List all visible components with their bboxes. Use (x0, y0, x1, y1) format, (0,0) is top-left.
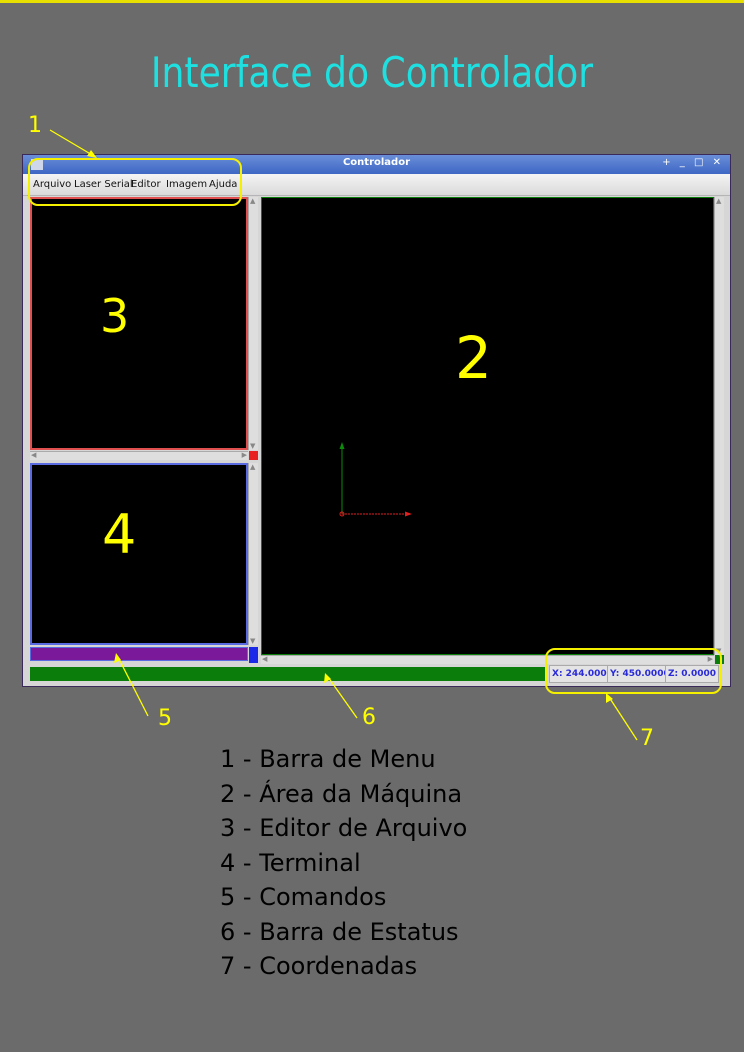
editor-vscrollbar[interactable]: ▲ ▼ (248, 197, 258, 450)
menu-editor[interactable]: Editor (131, 179, 161, 190)
legend-item: 1 - Barra de Menu (220, 745, 436, 773)
menu-highlight (28, 158, 242, 206)
editor-number-label: 3 (100, 289, 130, 343)
window-title: Controlador (342, 157, 411, 168)
page-title: Interface do Controlador (150, 48, 594, 97)
coordinates-highlight (545, 648, 722, 694)
top-accent-line (0, 0, 744, 3)
legend-item: 7 - Coordenadas (220, 952, 418, 980)
legend: 1 - Barra de Menu 2 - Área da Máquina 3 … (220, 742, 467, 984)
legend-item: 2 - Área da Máquina (220, 779, 463, 808)
window-controls[interactable]: + _ □ ✕ (662, 157, 724, 168)
editor-corner-marker (249, 451, 258, 460)
terminal-number-label: 4 (102, 503, 137, 566)
legend-item: 5 - Comandos (220, 883, 387, 911)
command-input[interactable] (30, 647, 248, 661)
machine-number-label: 2 (455, 324, 492, 392)
menu-arquivo[interactable]: Arquivo (33, 179, 72, 190)
editor-hscrollbar[interactable]: ◀ ▶ (30, 451, 248, 460)
callout-5: 5 (158, 706, 172, 731)
machine-area[interactable]: 2 (261, 197, 714, 655)
machine-hscrollbar[interactable]: ◀ ▶ (261, 655, 714, 664)
terminal-vscrollbar[interactable]: ▲ ▼ (248, 463, 258, 645)
command-send-button[interactable] (249, 647, 258, 663)
menu-imagem[interactable]: Imagem (166, 179, 208, 190)
machine-vscrollbar[interactable]: ▲ ▼ (714, 197, 724, 655)
app-window: Controlador + _ □ ✕ Arquivo Laser Serial… (22, 154, 731, 687)
file-editor-panel[interactable]: 3 (30, 197, 248, 450)
callout-6: 6 (362, 705, 376, 730)
legend-item: 4 - Terminal (220, 848, 361, 877)
coord-z: Z: 0.0000 (665, 665, 719, 683)
menu-ajuda[interactable]: Ajuda (209, 179, 238, 190)
legend-item: 6 - Barra de Estatus (220, 917, 459, 946)
terminal-panel[interactable]: 4 (30, 463, 248, 645)
status-bar (30, 667, 546, 681)
callout-7: 7 (640, 726, 654, 751)
menu-laser-serial[interactable]: Laser Serial (74, 179, 133, 190)
coord-y: Y: 450.0000 (607, 665, 673, 683)
legend-item: 3 - Editor de Arquivo (220, 814, 468, 842)
menu-bar: Arquivo Laser Serial Editor Imagem Ajuda (23, 174, 730, 196)
machine-axes (339, 442, 412, 517)
machine-corner-marker (715, 655, 724, 664)
callout-1: 1 (28, 113, 42, 138)
